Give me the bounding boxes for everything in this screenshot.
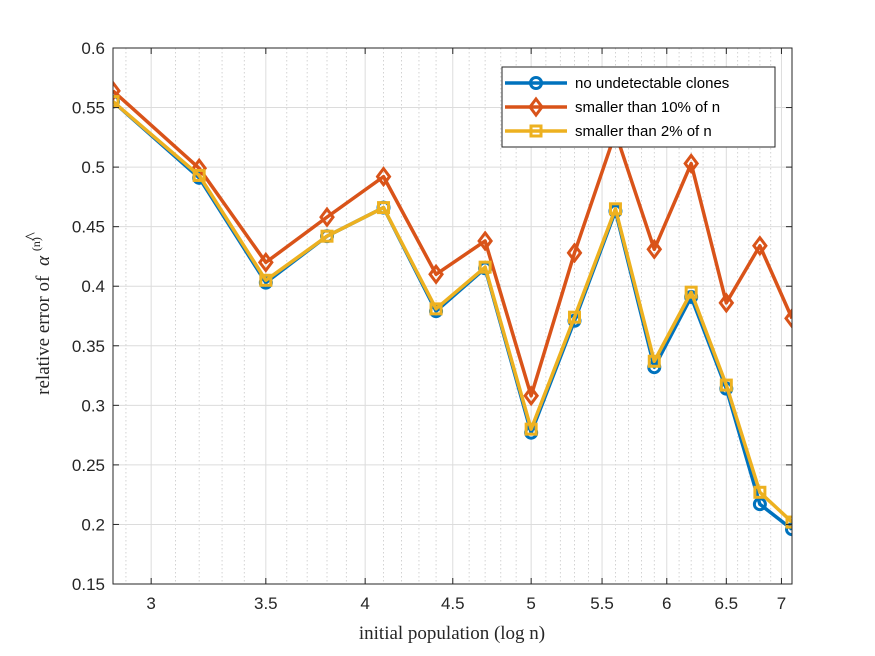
legend: no undetectable clones smaller than 10% o… — [501, 66, 776, 148]
data-point-marker — [785, 515, 792, 529]
data-point-marker — [377, 201, 391, 215]
data-point-marker — [684, 285, 698, 299]
data-point-marker — [524, 422, 538, 436]
x-tick-label: 6 — [662, 594, 671, 613]
data-point-marker — [567, 310, 581, 324]
x-tick-label: 3.5 — [254, 594, 278, 613]
y-tick-label: 0.25 — [72, 456, 105, 475]
data-point-marker — [523, 385, 540, 407]
y-axis-math-hat: ^ — [22, 232, 43, 241]
data-point-marker — [753, 485, 767, 499]
y-tick-label: 0.15 — [72, 575, 105, 594]
y-tick-label: 0.5 — [81, 158, 105, 177]
data-point-marker — [477, 230, 493, 252]
x-tick-label: 5 — [526, 594, 535, 613]
data-point-marker — [429, 302, 443, 316]
x-tick-label: 4.5 — [441, 594, 465, 613]
data-point-marker — [113, 95, 120, 109]
data-point-marker — [113, 80, 121, 102]
x-tick-label: 7 — [777, 594, 786, 613]
ticks — [113, 47, 792, 585]
data-point-marker — [566, 242, 583, 264]
y-tick-label: 0.4 — [81, 277, 105, 296]
legend-label: smaller than 2% of n — [575, 123, 712, 140]
data-point-marker — [646, 238, 663, 260]
legend-label: no undetectable clones — [575, 75, 729, 92]
series-3 — [113, 95, 792, 529]
legend-label: smaller than 10% of n — [575, 99, 720, 116]
legend-marker — [529, 124, 543, 138]
series-layer — [113, 80, 792, 537]
svg-text:relative error of α: relative error of α (n) — [29, 237, 54, 395]
data-point-marker — [719, 378, 733, 392]
series-line — [113, 100, 792, 524]
x-tick-label: 6.5 — [715, 594, 739, 613]
y-tick-label: 0.6 — [81, 39, 105, 58]
legend-marker — [529, 76, 543, 90]
data-point-marker — [259, 273, 273, 287]
data-point-marker — [478, 260, 492, 274]
data-point-marker — [375, 166, 392, 188]
x-tick-label: 4 — [360, 594, 369, 613]
y-tick-label: 0.3 — [81, 396, 105, 415]
y-tick-label: 0.2 — [81, 515, 105, 534]
x-tick-label: 5.5 — [590, 594, 614, 613]
y-tick-label: 0.35 — [72, 337, 105, 356]
x-tick-label: 3 — [146, 594, 155, 613]
series-line — [113, 89, 792, 398]
data-point-marker — [718, 292, 735, 314]
data-point-marker — [784, 307, 792, 329]
x-axis-label: initial population (log n) — [359, 623, 545, 644]
y-axis-label-group: relative error of α (n) ^ — [22, 232, 54, 395]
data-point-marker — [785, 522, 792, 537]
data-point-marker — [608, 202, 622, 216]
data-point-marker — [683, 153, 700, 175]
data-point-marker — [192, 168, 206, 182]
y-axis-math-superscript: (n) — [29, 237, 43, 251]
data-point-marker — [257, 251, 274, 273]
data-point-marker — [428, 263, 444, 285]
data-point-marker — [320, 229, 334, 243]
data-point-marker — [647, 354, 661, 368]
data-point-marker — [319, 206, 335, 228]
y-axis-label: relative error of — [33, 275, 54, 395]
tick-labels: 3 3.5 4 4.5 5 5.5 6 6.5 7 0.15 0.2 0.25 0.3 0.35 0.4 0.… — [72, 39, 786, 613]
legend-marker — [528, 96, 544, 118]
y-tick-label: 0.55 — [72, 99, 105, 118]
y-tick-label: 0.45 — [72, 218, 105, 237]
data-point-marker — [752, 235, 768, 257]
y-axis-math-symbol: α — [33, 255, 54, 266]
